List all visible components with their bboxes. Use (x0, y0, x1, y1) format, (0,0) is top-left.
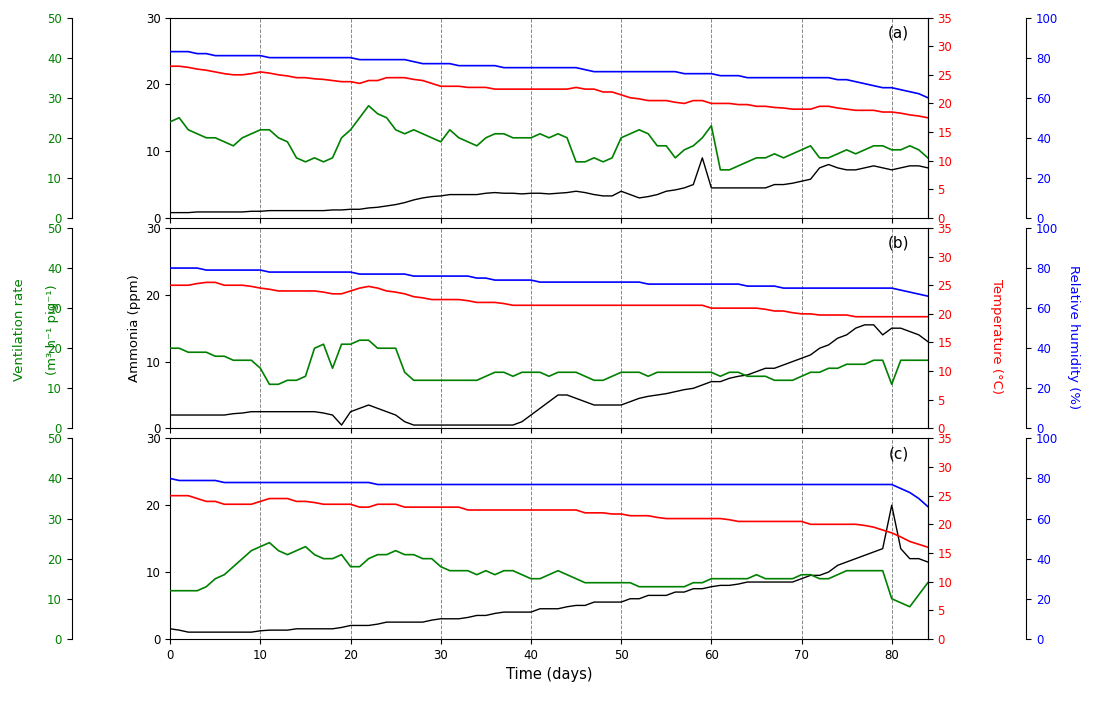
Y-axis label: Ammonia (ppm): Ammonia (ppm) (128, 274, 142, 382)
X-axis label: Time (days): Time (days) (506, 667, 592, 682)
Text: Ventilation rate: Ventilation rate (13, 279, 26, 381)
Text: Relative humidity (%): Relative humidity (%) (1067, 265, 1080, 409)
Text: Temperature (°C): Temperature (°C) (990, 279, 1004, 395)
Text: (m³ h⁻¹ pig⁻¹): (m³ h⁻¹ pig⁻¹) (46, 284, 59, 376)
Text: (b): (b) (887, 236, 909, 251)
Text: (c): (c) (888, 446, 909, 461)
Text: (a): (a) (888, 25, 909, 41)
